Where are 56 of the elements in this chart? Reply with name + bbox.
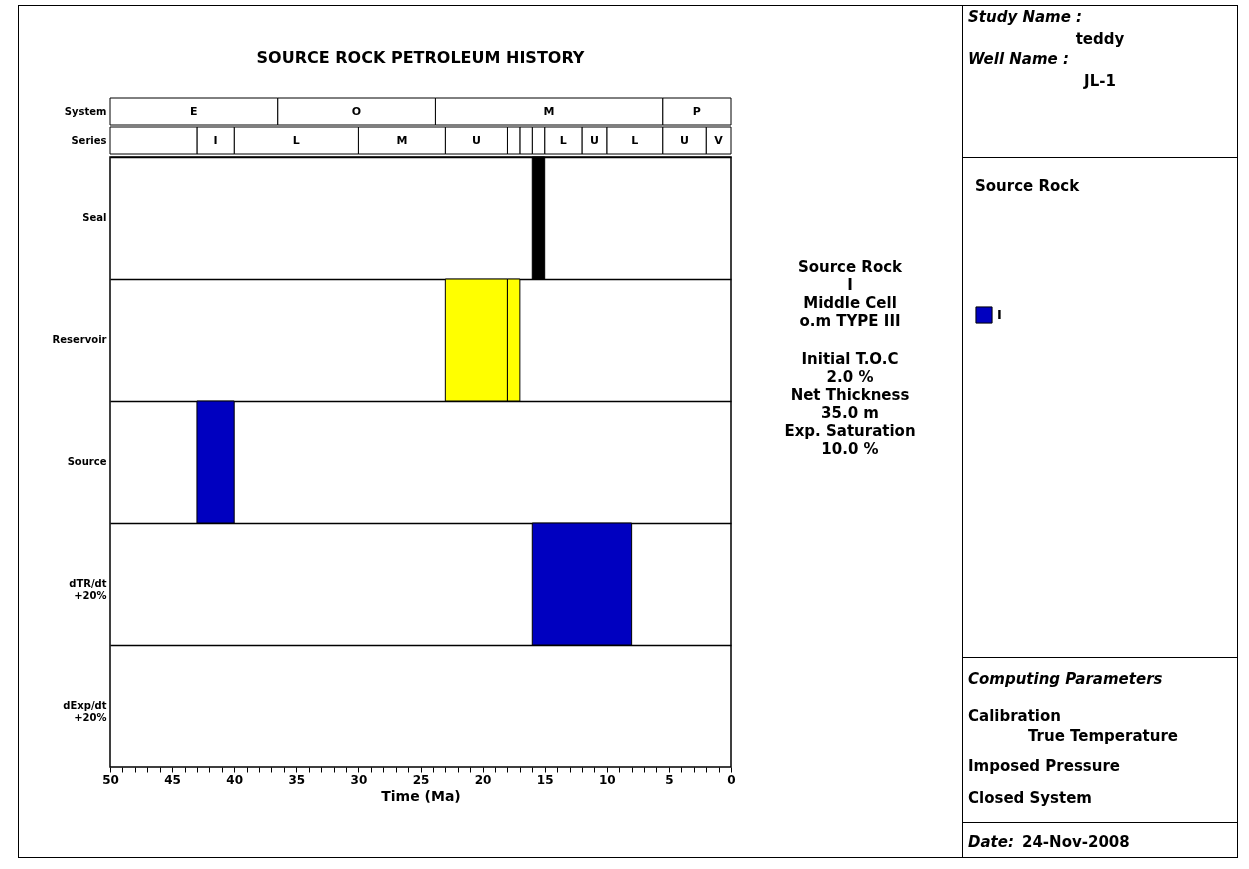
x-tick-label: 35 (288, 772, 306, 787)
text: o.m TYPE III (799, 312, 901, 330)
series-label: E (190, 104, 198, 118)
y-tick-label: dTR/dt +20% (69, 578, 107, 601)
x-tick-label: 20 (474, 772, 492, 787)
text: JL-1 (1084, 72, 1116, 90)
series-label: O (351, 104, 362, 118)
text: 10.0 % (821, 440, 879, 458)
x-tick-label: 25 (412, 772, 430, 787)
legend-title: Source Rock (975, 177, 1081, 195)
y-tick-label: Reservoir (52, 334, 107, 345)
text: Calibration (968, 707, 1061, 725)
y-tick-label: Source (67, 456, 107, 467)
legend-label: I (997, 307, 1002, 322)
text: Closed System (968, 789, 1092, 807)
text: Net Thickness (790, 386, 910, 404)
x-tick-label: 5 (665, 772, 674, 787)
y-tick-label: Series (71, 134, 107, 146)
x-tick-label: 45 (164, 772, 181, 787)
series-label: M (543, 104, 555, 118)
x-tick-label: 0 (727, 772, 736, 787)
text: Middle Cell (803, 294, 897, 312)
text: Initial T.O.C (801, 350, 899, 368)
x-tick-label: 15 (536, 772, 554, 787)
text: I (847, 276, 853, 294)
text: Well Name : (968, 50, 1069, 68)
text: Date: (968, 833, 1014, 851)
y-tick-label: dExp/dt +20% (63, 700, 107, 723)
text: Exp. Saturation (784, 422, 916, 440)
text: Imposed Pressure (968, 757, 1120, 775)
series-label: M (396, 133, 408, 147)
text: Study Name : (968, 8, 1083, 26)
series-label: L (292, 133, 300, 147)
text: 35.0 m (821, 404, 879, 422)
text: True Temperature (1028, 727, 1178, 745)
series-label: U (471, 133, 481, 147)
series-label: U (679, 133, 689, 147)
chart-title: SOURCE ROCK PETROLEUM HISTORY (256, 47, 585, 67)
x-axis-title: Time (Ma) (381, 787, 461, 804)
series-label: U (589, 133, 599, 147)
y-tick-label: System (64, 105, 107, 117)
series-label: L (559, 133, 567, 147)
x-tick-label: 50 (102, 772, 119, 787)
series-label: I (213, 133, 218, 147)
x-tick-label: 30 (350, 772, 368, 787)
text: teddy (1075, 30, 1125, 48)
x-tick-label: 40 (226, 772, 244, 787)
y-tick-label: Seal (82, 212, 107, 223)
source-note: Source Rock (797, 258, 903, 276)
text: 2.0 % (826, 368, 874, 386)
text: Computing Parameters (968, 670, 1163, 688)
series-label: P (692, 104, 701, 118)
series-label: V (714, 133, 724, 147)
x-tick-label: 10 (598, 772, 616, 787)
series-label: L (631, 133, 639, 147)
text: 24-Nov-2008 (1022, 833, 1130, 851)
